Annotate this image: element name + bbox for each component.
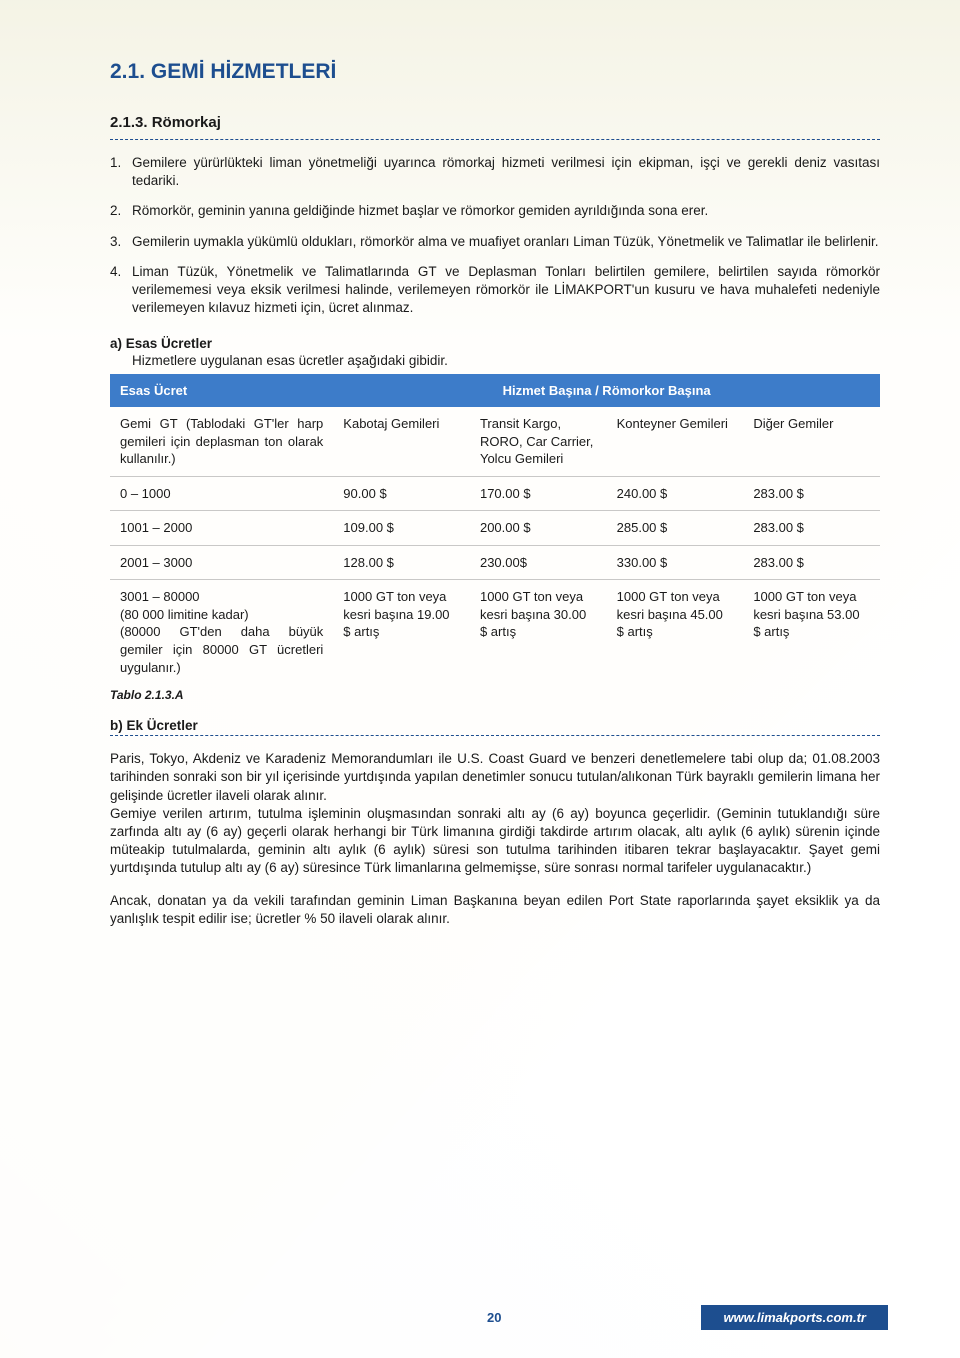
footer-url: www.limakports.com.tr <box>701 1305 888 1330</box>
page-title: 2.1. GEMİ HİZMETLERİ <box>110 60 880 84</box>
table-cell: Transit Kargo, RORO, Car Carrier, Yolcu … <box>470 407 607 476</box>
paragraph: Paris, Tokyo, Akdeniz ve Karadeniz Memor… <box>110 750 880 878</box>
table-cell: 1000 GT ton veya kesri başına 45.00 $ ar… <box>607 580 744 684</box>
section-divider <box>110 139 880 140</box>
table-cell: 283.00 $ <box>743 476 880 511</box>
page-number: 20 <box>487 1310 501 1325</box>
table-cell: 1000 GT ton veya kesri başına 30.00 $ ar… <box>470 580 607 684</box>
table-cell: 285.00 $ <box>607 511 744 546</box>
table-cell: 3001 – 80000 (80 000 limitine kadar) (80… <box>110 580 333 684</box>
list-item: 2.Römorkör, geminin yanına geldiğinde hi… <box>132 202 880 220</box>
table-cell: 170.00 $ <box>470 476 607 511</box>
table-cell: 90.00 $ <box>333 476 470 511</box>
table-cell: 128.00 $ <box>333 545 470 580</box>
table-cell: 1000 GT ton veya kesri başına 19.00 $ ar… <box>333 580 470 684</box>
table-cell: 283.00 $ <box>743 545 880 580</box>
table-cell: Konteyner Gemileri <box>607 407 744 476</box>
section-divider <box>110 735 880 736</box>
price-table: Esas Ücret Hizmet Başına / Römorkor Başı… <box>110 374 880 685</box>
list-item: 3.Gemilerin uymakla yükümlü oldukları, r… <box>132 233 880 251</box>
table-caption: Tablo 2.1.3.A <box>110 688 880 702</box>
list-item: 4.Liman Tüzük, Yönetmelik ve Talimatları… <box>132 263 880 318</box>
list-item: 1.Gemilere yürürlükteki liman yönetmeliğ… <box>132 154 880 190</box>
paragraph: Ancak, donatan ya da vekili tarafından g… <box>110 892 880 928</box>
table-header-left: Esas Ücret <box>110 374 333 408</box>
table-cell: Gemi GT (Tablodaki GT'ler harp gemileri … <box>110 407 333 476</box>
section-title: 2.1.3. Römorkaj <box>110 114 880 131</box>
table-cell: Diğer Gemiler <box>743 407 880 476</box>
table-cell: 2001 – 3000 <box>110 545 333 580</box>
numbered-list: 1.Gemilere yürürlükteki liman yönetmeliğ… <box>110 154 880 318</box>
table-cell: 240.00 $ <box>607 476 744 511</box>
table-cell: 1001 – 2000 <box>110 511 333 546</box>
table-cell: 0 – 1000 <box>110 476 333 511</box>
subsection-b-title: b) Ek Ücretler <box>110 718 880 733</box>
table-cell: 283.00 $ <box>743 511 880 546</box>
subsection-a-title: a) Esas Ücretler <box>110 336 880 351</box>
table-cell: 230.00$ <box>470 545 607 580</box>
table-cell: 330.00 $ <box>607 545 744 580</box>
table-header-right: Hizmet Başına / Römorkor Başına <box>333 374 880 408</box>
table-cell: 1000 GT ton veya kesri başına 53.00 $ ar… <box>743 580 880 684</box>
table-cell: Kabotaj Gemileri <box>333 407 470 476</box>
table-cell: 200.00 $ <box>470 511 607 546</box>
subsection-a-desc: Hizmetlere uygulanan esas ücretler aşağı… <box>132 353 880 368</box>
table-cell: 109.00 $ <box>333 511 470 546</box>
